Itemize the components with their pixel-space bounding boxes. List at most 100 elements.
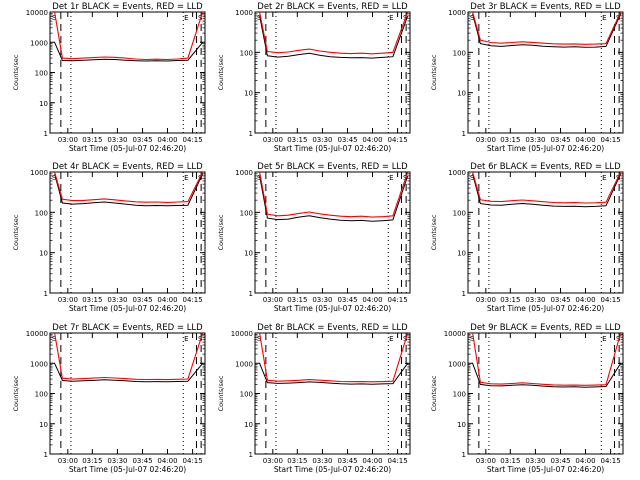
x-tick-label: 03:15	[500, 136, 520, 144]
x-tick-label: 04:00	[575, 296, 595, 304]
events-series-line	[472, 173, 622, 208]
y-tick-label: 10000	[26, 9, 48, 17]
plot-title: Det 3r BLACK = Events, RED = LLD	[470, 2, 621, 12]
y-tick-label: 1	[462, 451, 466, 459]
y-tick-label: 1000	[30, 39, 48, 47]
y-tick-label: 100	[453, 49, 466, 57]
lld-series-line	[472, 333, 622, 386]
y-tick-label: 1000	[30, 169, 48, 177]
x-tick-label: 04:15	[601, 136, 621, 144]
y-tick-label: 1	[44, 290, 48, 298]
x-axis-label: Start Time (05-Jul-07 02:46:20)	[274, 465, 391, 474]
y-tick-label: 10	[457, 90, 466, 98]
x-tick-label: 04:15	[183, 136, 203, 144]
x-tick-label: 03:00	[263, 136, 283, 144]
x-axis-label: Start Time (05-Jul-07 02:46:20)	[69, 144, 186, 153]
x-tick-label: 03:45	[550, 457, 570, 465]
x-tick-label: 03:30	[107, 296, 127, 304]
plot-frame	[49, 171, 206, 294]
detector-plot-5: Det 5r BLACK = Events, RED = LLD 1 10 100 10…	[217, 162, 411, 313]
x-axis-label: Start Time (05-Jul-07 02:46:20)	[274, 144, 391, 153]
x-tick-label: 04:15	[183, 296, 203, 304]
plot-frame	[467, 332, 624, 455]
corner-label-end: E	[184, 335, 188, 343]
plot-title: Det 6r BLACK = Events, RED = LLD	[470, 162, 621, 172]
plot-frame	[254, 11, 411, 134]
detector-plot-1: Det 1r BLACK = Events, RED = LLD 1 10 100 10…	[12, 2, 206, 153]
x-tick-label: 03:00	[476, 136, 496, 144]
y-tick-label: 10	[39, 250, 48, 258]
y-tick-label: 100	[240, 391, 253, 399]
y-axis-label: Counts/sec	[217, 54, 225, 90]
y-tick-label: 100	[35, 209, 48, 217]
y-tick-label: 1	[249, 451, 253, 459]
events-series-line	[472, 13, 622, 48]
x-tick-label: 03:45	[132, 136, 152, 144]
lld-series-line	[54, 12, 204, 61]
y-tick-label: 100	[240, 209, 253, 217]
lld-series-line	[259, 172, 409, 218]
plot-frame	[49, 11, 206, 134]
detector-plot-7: Det 7r BLACK = Events, RED = LLD 1 10 100 10…	[12, 323, 206, 474]
y-tick-label: 1	[44, 130, 48, 138]
x-tick-label: 03:15	[82, 457, 102, 465]
plot-title: Det 8r BLACK = Events, RED = LLD	[257, 323, 408, 333]
lld-series-line	[54, 172, 204, 203]
detector-plot-2: Det 2r BLACK = Events, RED = LLD 1 10 100 10…	[217, 2, 411, 153]
y-axis-label: Counts/sec	[430, 54, 438, 90]
events-series-line	[259, 363, 409, 385]
plot-frame	[467, 171, 624, 294]
plot-title: Det 5r BLACK = Events, RED = LLD	[257, 162, 408, 172]
x-tick-label: 03:00	[476, 296, 496, 304]
x-tick-label: 04:15	[601, 457, 621, 465]
corner-label-end: E	[602, 14, 606, 22]
corner-label-start: S	[470, 174, 475, 182]
x-tick-label: 03:00	[263, 457, 283, 465]
plot-title: Det 9r BLACK = Events, RED = LLD	[470, 323, 621, 333]
plot-title: Det 7r BLACK = Events, RED = LLD	[52, 323, 203, 333]
y-axis-label: Counts/sec	[12, 214, 20, 250]
x-axis-label: Start Time (05-Jul-07 02:46:20)	[487, 144, 604, 153]
y-axis-label: Counts/sec	[217, 375, 225, 411]
x-tick-label: 04:00	[575, 457, 595, 465]
y-tick-label: 1	[462, 130, 466, 138]
y-tick-label: 1000	[448, 360, 466, 368]
y-tick-label: 10	[39, 421, 48, 429]
x-tick-label: 03:45	[337, 457, 357, 465]
corner-label-start: S	[52, 14, 57, 22]
x-axis-label: Start Time (05-Jul-07 02:46:20)	[69, 304, 186, 313]
x-tick-label: 03:30	[107, 457, 127, 465]
y-tick-label: 100	[35, 391, 48, 399]
detector-plot-3: Det 3r BLACK = Events, RED = LLD 1 10 100 10…	[430, 2, 624, 153]
x-axis-label: Start Time (05-Jul-07 02:46:20)	[274, 304, 391, 313]
x-tick-label: 04:00	[362, 457, 382, 465]
y-tick-label: 10	[457, 421, 466, 429]
x-tick-label: 03:15	[500, 296, 520, 304]
events-series-line	[54, 362, 204, 383]
corner-label-start: S	[257, 14, 262, 22]
events-series-line	[54, 173, 204, 207]
corner-label-end: E	[389, 174, 393, 182]
x-tick-label: 03:30	[525, 296, 545, 304]
y-tick-label: 10000	[444, 330, 466, 338]
y-tick-label: 100	[453, 209, 466, 217]
corner-label-end: E	[389, 14, 393, 22]
x-tick-label: 03:00	[58, 136, 78, 144]
x-tick-label: 03:15	[287, 296, 307, 304]
x-tick-label: 03:00	[476, 457, 496, 465]
y-tick-label: 1000	[30, 360, 48, 368]
x-tick-label: 03:00	[263, 296, 283, 304]
x-tick-label: 03:45	[132, 457, 152, 465]
corner-label-end: E	[389, 335, 393, 343]
x-axis-label: Start Time (05-Jul-07 02:46:20)	[487, 465, 604, 474]
y-tick-label: 1	[249, 130, 253, 138]
x-tick-label: 03:45	[132, 296, 152, 304]
y-tick-label: 10	[39, 100, 48, 108]
x-tick-label: 03:15	[500, 457, 520, 465]
corner-label-end: E	[184, 14, 188, 22]
x-tick-label: 03:15	[82, 136, 102, 144]
y-tick-label: 100	[453, 391, 466, 399]
corner-label-start: S	[257, 335, 262, 343]
y-tick-label: 1000	[448, 169, 466, 177]
